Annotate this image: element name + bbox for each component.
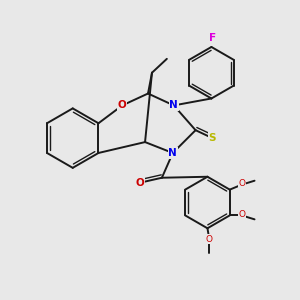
Text: O: O — [136, 178, 145, 188]
Text: F: F — [209, 33, 216, 43]
Text: S: S — [209, 133, 216, 143]
Text: O: O — [238, 210, 245, 219]
Text: N: N — [169, 100, 178, 110]
Text: O: O — [206, 235, 213, 244]
Text: O: O — [238, 179, 245, 188]
Text: N: N — [168, 148, 177, 158]
Text: O: O — [118, 100, 127, 110]
